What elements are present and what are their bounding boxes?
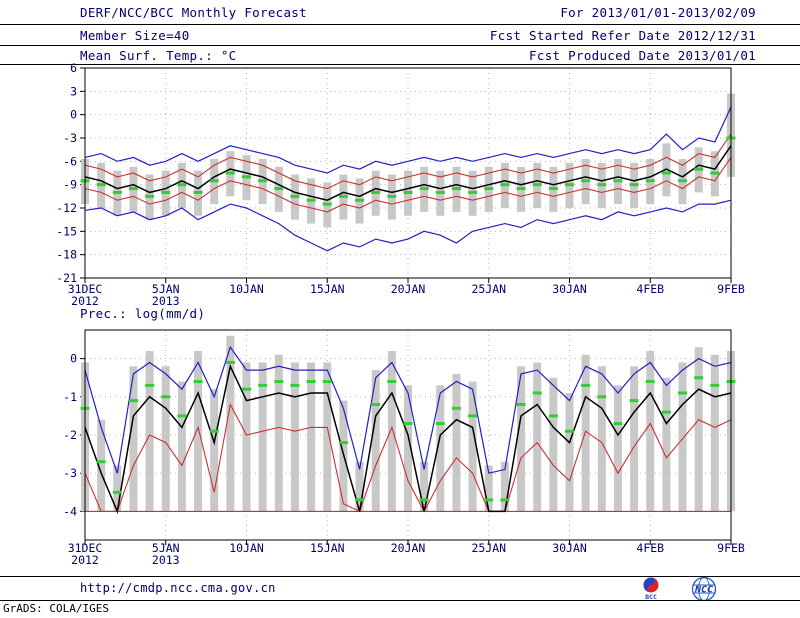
svg-text:31DEC: 31DEC xyxy=(68,541,103,555)
svg-text:-18: -18 xyxy=(56,248,77,262)
svg-text:-21: -21 xyxy=(56,271,77,285)
temperature-panel-title: Mean Surf. Temp.: °C xyxy=(80,47,237,63)
svg-text:-1: -1 xyxy=(63,390,77,404)
svg-text:20JAN: 20JAN xyxy=(391,541,426,555)
footer-divider-bottom xyxy=(0,600,800,601)
svg-text:4FEB: 4FEB xyxy=(636,541,664,555)
svg-text:5JAN: 5JAN xyxy=(152,541,180,555)
svg-text:5JAN: 5JAN xyxy=(152,282,180,296)
svg-text:0: 0 xyxy=(70,352,77,366)
svg-text:25JAN: 25JAN xyxy=(471,541,506,555)
surface-temperature-max-line xyxy=(84,106,732,174)
grads-credit: GrADS: COLA/IGES xyxy=(3,602,109,615)
surface-temperature-min-line xyxy=(84,199,732,252)
svg-text:-4: -4 xyxy=(63,504,77,518)
bcc-logo: BCC xyxy=(643,577,659,600)
svg-text:20JAN: 20JAN xyxy=(391,282,426,296)
svg-text:0: 0 xyxy=(70,108,77,122)
svg-text:25JAN: 25JAN xyxy=(471,282,506,296)
header-row-3: Mean Surf. Temp.: °C Fcst Produced Date … xyxy=(0,46,800,65)
produced-date-label: Fcst Produced Date 2013/01/01 xyxy=(529,47,756,63)
surface-temperature-green-dashes xyxy=(80,136,736,206)
surface-temperature-upper-quartile-line xyxy=(84,133,732,190)
header-row-1: DERF/NCC/BCC Monthly Forecast For 2013/0… xyxy=(0,0,800,25)
ncc-logo: NCC xyxy=(691,576,717,602)
svg-text:-2: -2 xyxy=(63,428,77,442)
svg-text:-6: -6 xyxy=(63,154,77,168)
precipitation-ensemble-mean-line xyxy=(84,363,732,515)
header-row-2: Member Size=40 Fcst Started Refer Date 2… xyxy=(0,25,800,46)
ncc-logo-label: NCC xyxy=(694,585,713,596)
precipitation-frame xyxy=(84,329,732,541)
refer-date-label: Fcst Started Refer Date 2012/12/31 xyxy=(489,27,756,43)
precip-panel-title: Prec.: log(mm/d) xyxy=(80,306,206,321)
svg-text:9FEB: 9FEB xyxy=(717,282,745,296)
svg-text:-3: -3 xyxy=(63,131,77,145)
surface-temperature-ensemble-mean-line xyxy=(84,145,732,201)
svg-text:31DEC: 31DEC xyxy=(68,282,103,296)
svg-text:30JAN: 30JAN xyxy=(552,282,587,296)
svg-text:2013: 2013 xyxy=(152,294,180,308)
svg-text:3: 3 xyxy=(70,84,77,98)
svg-text:-3: -3 xyxy=(63,466,77,480)
precipitation-max-line xyxy=(84,345,732,474)
surface-temperature-lower-quartile-line xyxy=(84,157,732,213)
svg-text:4FEB: 4FEB xyxy=(636,282,664,296)
svg-text:-12: -12 xyxy=(56,201,77,215)
svg-text:15JAN: 15JAN xyxy=(310,541,345,555)
page-title: DERF/NCC/BCC Monthly Forecast xyxy=(80,4,307,20)
website-url: http://cmdp.ncc.cma.gov.cn xyxy=(80,581,276,595)
svg-text:30JAN: 30JAN xyxy=(552,541,587,555)
svg-text:15JAN: 15JAN xyxy=(310,282,345,296)
svg-text:9FEB: 9FEB xyxy=(717,541,745,555)
svg-text:2012: 2012 xyxy=(71,294,99,308)
svg-text:2013: 2013 xyxy=(152,553,180,567)
precipitation-spread-bars xyxy=(81,335,735,512)
footer-divider-top xyxy=(0,576,800,577)
svg-text:10JAN: 10JAN xyxy=(229,541,264,555)
member-size-label: Member Size=40 xyxy=(80,27,190,43)
svg-text:2012: 2012 xyxy=(71,553,99,567)
svg-text:-15: -15 xyxy=(56,224,77,238)
bcc-logo-label: BCC xyxy=(645,593,657,600)
svg-text:6: 6 xyxy=(70,61,77,75)
svg-text:-9: -9 xyxy=(63,178,77,192)
surface-temperature-frame xyxy=(84,67,732,279)
precipitation-lower-quartile-line xyxy=(84,402,732,513)
svg-text:10JAN: 10JAN xyxy=(229,282,264,296)
forecast-range-label: For 2013/01/01-2013/02/09 xyxy=(560,4,756,20)
